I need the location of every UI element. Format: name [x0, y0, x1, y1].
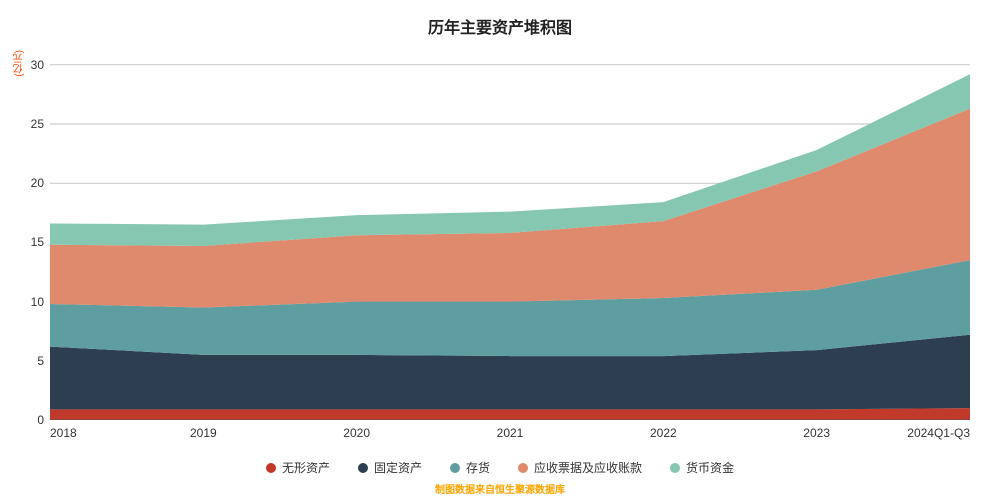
legend-label: 固定资产: [374, 459, 422, 476]
x-tick-label: 2024Q1-Q3: [907, 426, 970, 440]
y-tick-label: 20: [31, 176, 44, 190]
legend-label: 存货: [466, 459, 490, 476]
legend-swatch: [266, 463, 276, 473]
legend-label: 无形资产: [282, 459, 330, 476]
legend-swatch: [670, 463, 680, 473]
legend-item-intangible: 无形资产: [266, 459, 330, 476]
y-tick-label: 30: [31, 58, 44, 72]
x-tick-label: 2020: [343, 426, 370, 440]
x-tick-label: 2022: [650, 426, 677, 440]
legend-item-cash: 货币资金: [670, 459, 734, 476]
y-tick-label: 15: [31, 235, 44, 249]
y-tick-label: 5: [37, 354, 44, 368]
legend-swatch: [518, 463, 528, 473]
legend-label: 货币资金: [686, 459, 734, 476]
y-tick-label: 0: [37, 413, 44, 427]
x-tick-label: 2023: [803, 426, 830, 440]
x-tick-label: 2019: [190, 426, 217, 440]
legend-swatch: [358, 463, 368, 473]
legend-label: 应收票据及应收账款: [534, 459, 642, 476]
x-tick-label: 2018: [50, 426, 77, 440]
legend-item-inventory: 存货: [450, 459, 490, 476]
chart-title: 历年主要资产堆积图: [0, 14, 1000, 38]
legend-swatch: [450, 463, 460, 473]
stacked-area-chart: 历年主要资产堆积图 (亿元) 051015202530 201820192020…: [0, 0, 1000, 500]
legend-item-fixed: 固定资产: [358, 459, 422, 476]
area-intangible: [50, 408, 970, 420]
legend: 无形资产 固定资产 存货 应收票据及应收账款 货币资金: [0, 459, 1000, 476]
y-tick-label: 10: [31, 295, 44, 309]
y-axis-label: (亿元): [12, 50, 27, 77]
area-receivables: [50, 109, 970, 308]
x-tick-label: 2021: [497, 426, 524, 440]
source-text: 制图数据来自恒生聚源数据库: [0, 481, 1000, 496]
legend-item-receivables: 应收票据及应收账款: [518, 459, 642, 476]
y-tick-label: 25: [31, 117, 44, 131]
plot-area: 051015202530 201820192020202120222023202…: [50, 50, 970, 420]
